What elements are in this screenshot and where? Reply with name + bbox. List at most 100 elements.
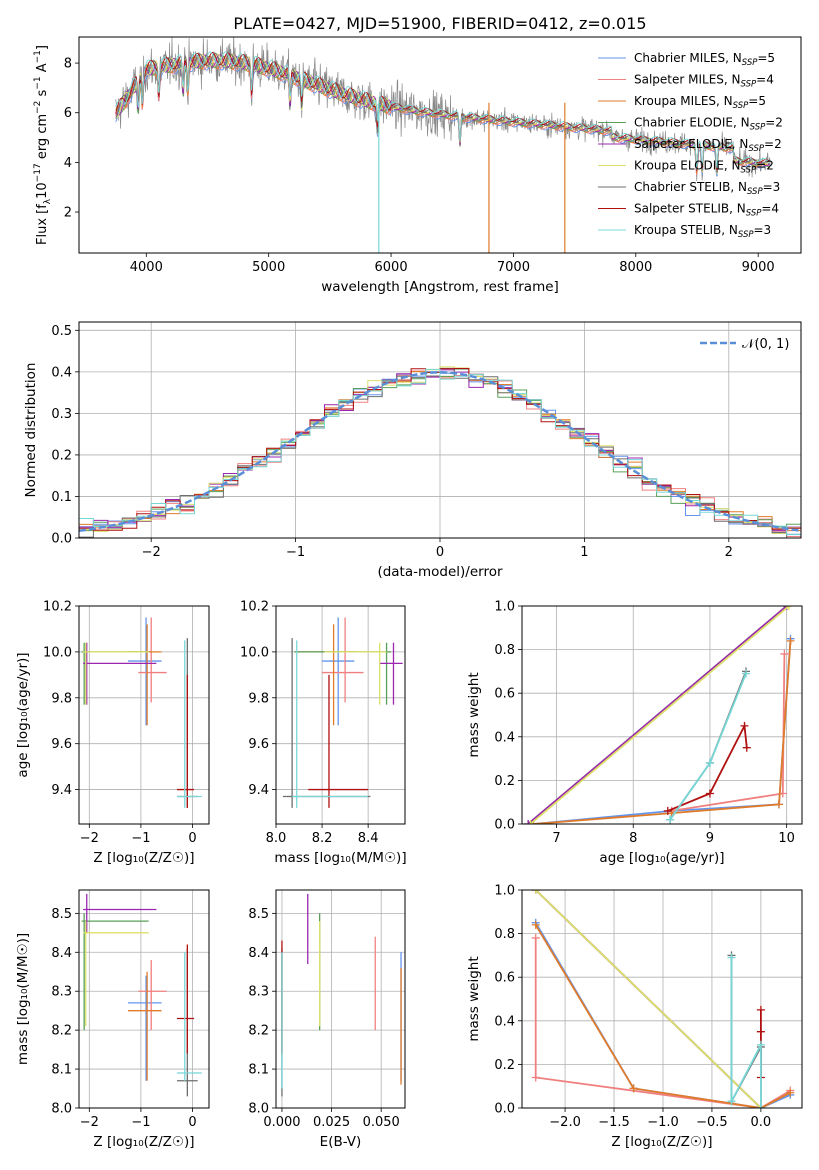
x-tick-label: 2 [725, 545, 733, 560]
y-axis-label-part: 10 [35, 182, 50, 199]
x-tick-label: −2.0 [549, 1115, 581, 1130]
legend-label-name: Kroupa ELODIE, N [634, 159, 741, 173]
legend-label-sub: SSP [748, 144, 764, 154]
y-tick-label: 8.2 [51, 1024, 72, 1039]
x-tick-label: −1.0 [647, 1115, 679, 1130]
histogram-8 [79, 368, 801, 536]
weight-line-0 [533, 638, 792, 824]
y-tick-label: 6 [64, 106, 72, 121]
y-tick-label: 8.2 [248, 1024, 269, 1039]
legend-label-sub: SSP [741, 80, 757, 90]
y-tick-label: 0.8 [494, 643, 515, 658]
weight-line-6 [730, 955, 762, 1108]
legend-label-name: Chabrier ELODIE, N [634, 116, 750, 130]
weight-marker [531, 890, 540, 894]
residual-histogram-panel: −2 −1 0 1 2 0.0 0.1 0.2 0.3 0.4 0.5 (data-model)/er… [23, 321, 802, 580]
x-axis-label: E(B-V) [320, 1134, 362, 1150]
y-axis-label: mass weight [466, 956, 482, 1041]
legend-label: Chabrier MILES, NSSP=5 [634, 51, 775, 68]
legend-label: Chabrier ELODIE, NSSP=2 [634, 116, 783, 133]
error-bars [282, 617, 403, 808]
legend-label-name: Salpeter STELIB, N [634, 202, 746, 216]
y-axis-label-part: ] [35, 45, 50, 50]
y-axis-label: Flux [fλ10−17 erg cm−2 s−1 A−1] [33, 45, 53, 245]
legend-label-sub: SSP [742, 58, 758, 68]
x-tick-label: 8000 [619, 260, 652, 275]
model-spectrum-7 [115, 51, 771, 171]
legend-label-sub: SSP [733, 101, 749, 111]
x-axis-label: wavelength [Angstrom, rest frame] [321, 279, 559, 295]
mass-vs-ebv-panel: 0.000 0.025 0.050 8.0 8.1 8.2 8.3 8.4 8.5 E(B-V) [248, 889, 406, 1150]
y-tick-label: 8.3 [51, 985, 72, 1000]
weight-marker [531, 920, 540, 929]
x-axis-label: Z [log₁₀(Z/Z☉)] [611, 1134, 712, 1150]
weight-marker [742, 743, 751, 752]
x-axis-label: Z [log₁₀(Z/Z☉)] [93, 850, 194, 866]
weight-marker [705, 789, 714, 798]
y-tick-label: 0.2 [51, 448, 72, 463]
x-tick-label: 8.0 [266, 831, 287, 846]
legend-label-value: =5 [748, 94, 766, 108]
age-vs-mass-panel: 8.0 8.2 8.4 9.4 9.6 9.8 10.0 10.2 mass [log₁₀(M/… [240, 600, 407, 867]
x-tick-label: −2 [80, 1115, 99, 1130]
weight-line-4 [527, 606, 788, 824]
weight-marker [727, 953, 736, 962]
y-tick-label: 0.4 [494, 730, 515, 745]
legend-label-sub: SSP [746, 209, 762, 219]
y-tick-label: 0.3 [51, 407, 72, 422]
x-tick-label: 8 [629, 831, 637, 846]
weight-line-1 [534, 938, 791, 1108]
weight-marker [629, 1084, 638, 1093]
weight-marker [742, 669, 750, 678]
weight-marker [531, 1073, 540, 1082]
y-tick-label: 8.0 [248, 1102, 269, 1117]
x-tick-label: 0.025 [313, 1115, 350, 1130]
x-tick-label: −2 [142, 545, 161, 560]
y-tick-label: 0.2 [494, 774, 515, 789]
y-tick-label: 0.5 [51, 324, 72, 339]
x-tick-label: 0 [188, 1115, 196, 1130]
legend-label: Chabrier STELIB, NSSP=3 [634, 180, 780, 197]
y-axis-label: mass [log₁₀(M/M☉)] [15, 933, 31, 1065]
x-tick-label: 4000 [130, 260, 163, 275]
y-tick-label: 2 [64, 206, 72, 221]
y-tick-label: 0.0 [494, 818, 515, 833]
x-tick-label: 7 [552, 831, 560, 846]
weight-line-7 [667, 722, 748, 812]
figure-title: PLATE=0427, MJD=51900, FIBERID=0412, z=0… [233, 14, 646, 33]
y-tick-label: 8.1 [51, 1063, 72, 1078]
weight-marker [524, 820, 533, 824]
y-axis-label: mass weight [466, 672, 482, 757]
axes-frame [78, 321, 802, 539]
weight-line-5 [529, 606, 790, 824]
spectrum-lines [115, 37, 771, 253]
x-tick-label: 6000 [375, 260, 408, 275]
mass-vs-metallicity-panel: −2 −1 0 8.0 8.1 8.2 8.3 8.4 8.5 Z [log₁₀(Z/Z☉)] ma… [15, 889, 210, 1150]
weight-marker [786, 1088, 795, 1097]
axes-frame [275, 889, 406, 1109]
x-axis-label: mass [log₁₀(M/M☉)] [274, 850, 406, 866]
legend-label-value: =5 [757, 51, 775, 65]
axes-frame [78, 889, 210, 1109]
y-tick-label: 8.4 [248, 946, 269, 961]
y-tick-label: 10.2 [240, 600, 269, 615]
x-tick-label: −0.5 [696, 1115, 728, 1130]
legend-label-name: Kroupa MILES, N [634, 94, 733, 108]
y-axis-label: Normed distribution [23, 363, 39, 498]
age-vs-metallicity-panel: −2 −1 0 9.4 9.6 9.8 10.0 10.2 Z [log₁₀(Z/Z☉)] age… [15, 600, 210, 866]
y-axis-label-part: −1 [33, 50, 43, 63]
y-tick-label: 0.1 [51, 490, 72, 505]
model-spectrum-8 [115, 51, 771, 170]
y-tick-label: 1.0 [494, 600, 515, 615]
legend-label-name: Chabrier MILES, N [634, 51, 742, 65]
weight-marker [780, 649, 789, 658]
y-tick-label: 8.5 [248, 907, 269, 922]
y-tick-label: 0.0 [494, 1102, 515, 1117]
x-tick-label: 9 [706, 831, 714, 846]
error-bars [81, 893, 202, 1097]
weight-marker [786, 636, 795, 645]
weight-marker [727, 1097, 736, 1106]
x-tick-label: 7000 [497, 260, 530, 275]
axes-frame [78, 605, 210, 825]
x-tick-label: 0.0 [751, 1115, 772, 1130]
